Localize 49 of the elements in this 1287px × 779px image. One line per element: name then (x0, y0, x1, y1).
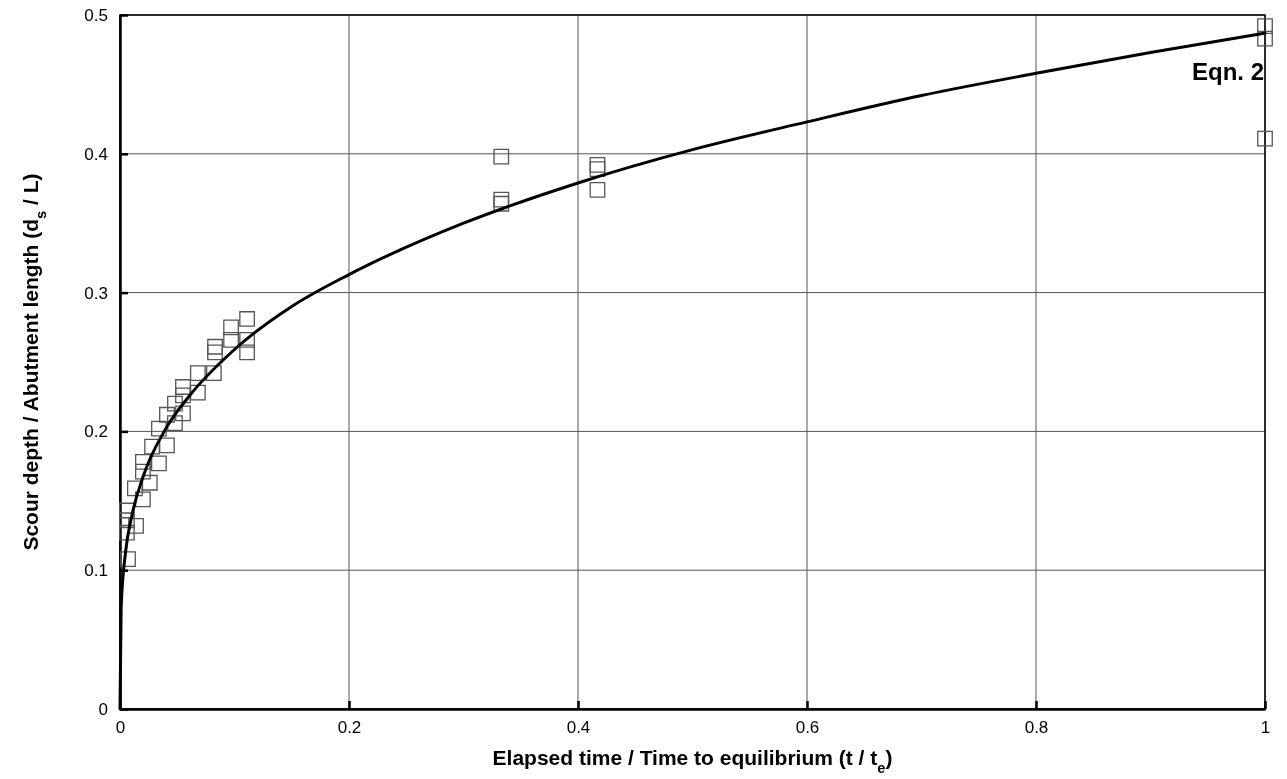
point (151, 420, 167, 437)
point (118, 512, 135, 529)
point (118, 524, 135, 541)
y-tick-label: 0.1 (84, 561, 108, 581)
point (159, 406, 175, 423)
point (223, 319, 239, 336)
point (1257, 30, 1273, 47)
point (207, 344, 223, 361)
point (175, 379, 191, 395)
point (120, 551, 136, 567)
point (175, 387, 191, 404)
point (159, 437, 175, 454)
point (493, 191, 510, 208)
point (128, 517, 144, 534)
point (151, 455, 167, 472)
point (189, 384, 206, 401)
point (589, 181, 606, 198)
point (189, 365, 206, 381)
point (135, 454, 151, 470)
y-tick-label: 0.3 (84, 283, 108, 303)
point (175, 405, 191, 422)
point (135, 463, 151, 480)
y-tick-label: 0 (98, 699, 108, 719)
y-tick-label: 0.4 (84, 144, 108, 164)
point (126, 480, 143, 497)
point (223, 331, 239, 348)
point (144, 438, 160, 455)
point (589, 157, 606, 173)
annotation: Eqn. 2 (1191, 58, 1265, 85)
x-tick-label: 0.6 (795, 718, 820, 738)
point (118, 502, 135, 519)
y-tick-label: 0.5 (84, 5, 108, 25)
x-tick-label: 0.8 (1024, 718, 1049, 738)
point (1257, 130, 1273, 147)
point (239, 331, 255, 348)
point (493, 195, 510, 212)
point (205, 365, 222, 381)
point (239, 344, 255, 361)
x-tick-label: 0.2 (337, 718, 362, 738)
x-axis-title: Elapsed time / Time to equilibrium (t / t$_{e}$) (492, 746, 893, 776)
x-tick-label: 0 (115, 718, 126, 738)
point (167, 395, 183, 412)
point (239, 311, 255, 327)
x-tick-label: 0.4 (566, 718, 591, 738)
point (493, 148, 510, 165)
point (207, 338, 223, 355)
y-tick-label: 0.2 (84, 422, 108, 442)
x-tick-label: 1 (1260, 718, 1271, 738)
point (167, 415, 183, 431)
